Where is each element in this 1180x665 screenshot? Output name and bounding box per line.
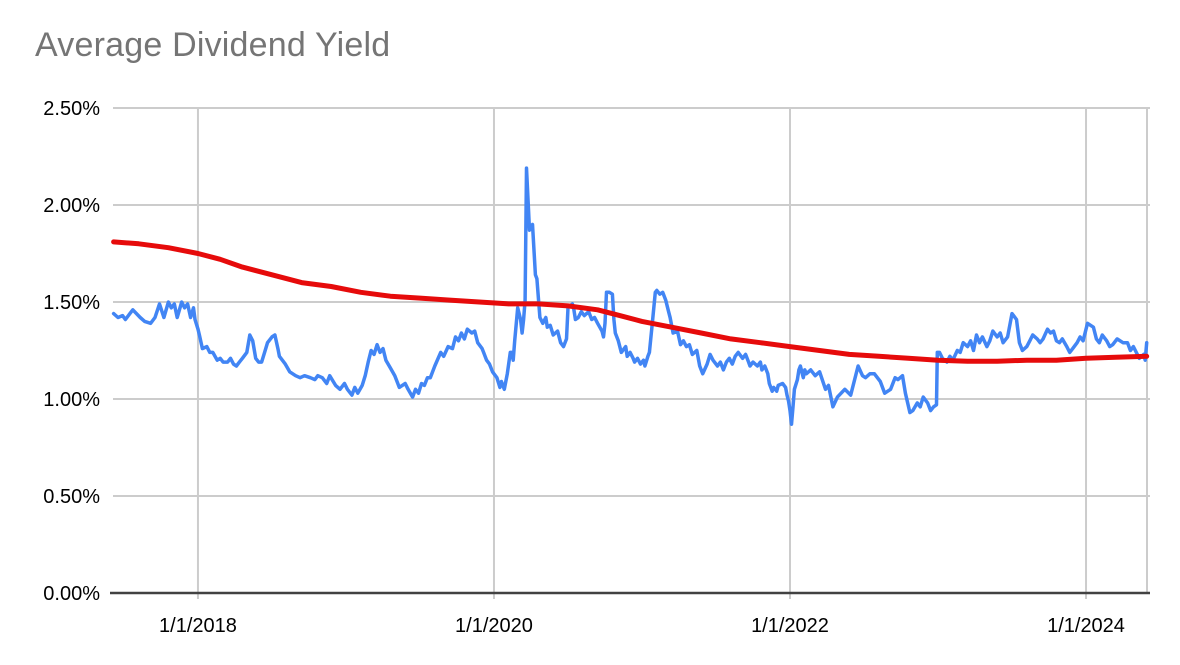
y-tick-label: 0.00% (43, 583, 100, 605)
y-tick-label: 0.50% (43, 486, 100, 508)
x-tick-label: 1/1/2024 (1047, 615, 1125, 637)
x-tick-label: 1/1/2020 (455, 615, 533, 637)
y-tick-label: 2.00% (43, 195, 100, 217)
y-tick-label: 1.00% (43, 389, 100, 411)
chart-title: Average Dividend Yield (35, 26, 391, 64)
x-tick-label: 1/1/2018 (159, 615, 237, 637)
series-line-smoothed-trend (111, 239, 1150, 364)
y-tick-label: 1.50% (43, 292, 100, 314)
series-line-daily-average-dividend-yield (111, 166, 1149, 426)
x-tick-label: 1/1/2022 (751, 615, 829, 637)
y-tick-label: 2.50% (43, 98, 100, 120)
